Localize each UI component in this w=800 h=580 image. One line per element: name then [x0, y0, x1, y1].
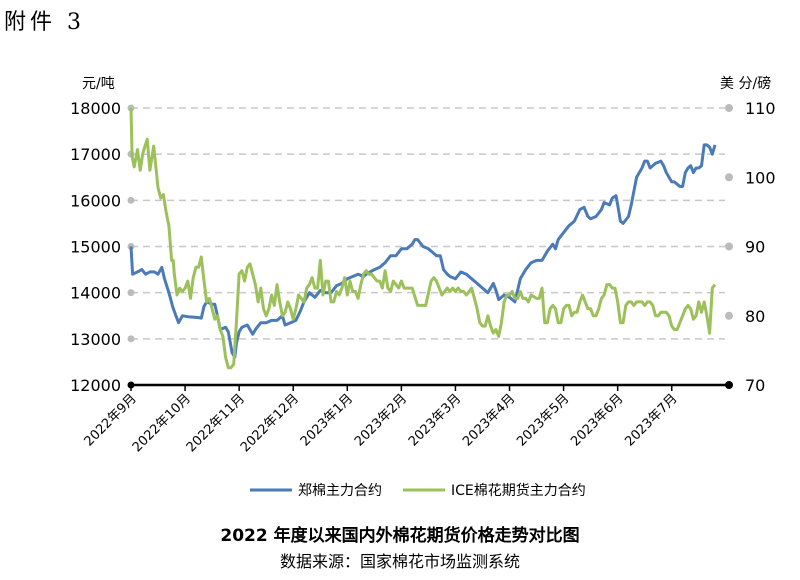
x-tick-label: 2023年2月: [352, 391, 410, 449]
right-tick-marker: [725, 311, 733, 320]
left-tick-label: 15000: [70, 238, 121, 257]
legend-label: 郑棉主力合约: [298, 482, 382, 499]
right-axis: 美 分/磅 70 80 90 100 110: [720, 75, 776, 395]
left-tick-label: 16000: [70, 191, 121, 210]
legend-label: ICE棉花期货主力合约: [451, 482, 586, 499]
x-tick-label: 2023年5月: [514, 391, 572, 449]
left-tick-marker: [127, 196, 135, 204]
left-tick-marker: [127, 335, 135, 343]
left-tick-label: 18000: [70, 99, 121, 118]
series-line-ice: [129, 107, 717, 370]
attachment-label: 附件 3: [4, 10, 85, 35]
right-tick-label: 100: [745, 168, 776, 187]
left-tick-label: 12000: [70, 376, 121, 395]
x-tick-label: 2023年6月: [568, 391, 626, 449]
right-axis-unit: 美 分/磅: [720, 75, 771, 92]
x-tick-label: 2022年12月: [238, 391, 302, 455]
x-tick-label: 2022年9月: [82, 391, 140, 449]
right-tick-label: 80: [745, 307, 765, 326]
right-tick-marker: [725, 104, 733, 112]
chart: 元/吨 12000 13000 14000 15000 16000 17000 18000 美…: [70, 75, 776, 499]
chart-title: 2022 年度以来国内外棉花期货价格走势对比图: [220, 526, 580, 546]
x-axis: 2022年9月2022年10月2022年11月2022年12月2023年1月20…: [82, 381, 733, 455]
left-tick-label: 14000: [70, 284, 121, 303]
x-tick-label: 2023年3月: [406, 391, 464, 449]
right-tick-label: 110: [745, 99, 776, 118]
x-tick-label: 2023年1月: [298, 391, 356, 449]
right-tick-label: 90: [745, 238, 765, 257]
series-lines: [129, 107, 717, 370]
x-tick-label: 2023年7月: [622, 391, 680, 449]
x-tick-label: 2023年4月: [460, 391, 518, 449]
left-tick-label: 17000: [70, 145, 121, 164]
left-tick-label: 13000: [70, 330, 121, 349]
right-tick-marker: [725, 242, 733, 251]
right-tick-marker: [725, 173, 733, 182]
left-tick-marker: [127, 289, 135, 297]
right-tick-label: 70: [745, 376, 765, 395]
left-axis: 元/吨 12000 13000 14000 15000 16000 17000 18000: [70, 76, 135, 395]
chart-source: 数据来源：国家棉花市场监测系统: [279, 552, 520, 571]
x-axis-end-marker: [725, 381, 733, 389]
legend: 郑棉主力合约 ICE棉花期货主力合约: [250, 482, 586, 499]
left-axis-unit: 元/吨: [82, 76, 115, 92]
